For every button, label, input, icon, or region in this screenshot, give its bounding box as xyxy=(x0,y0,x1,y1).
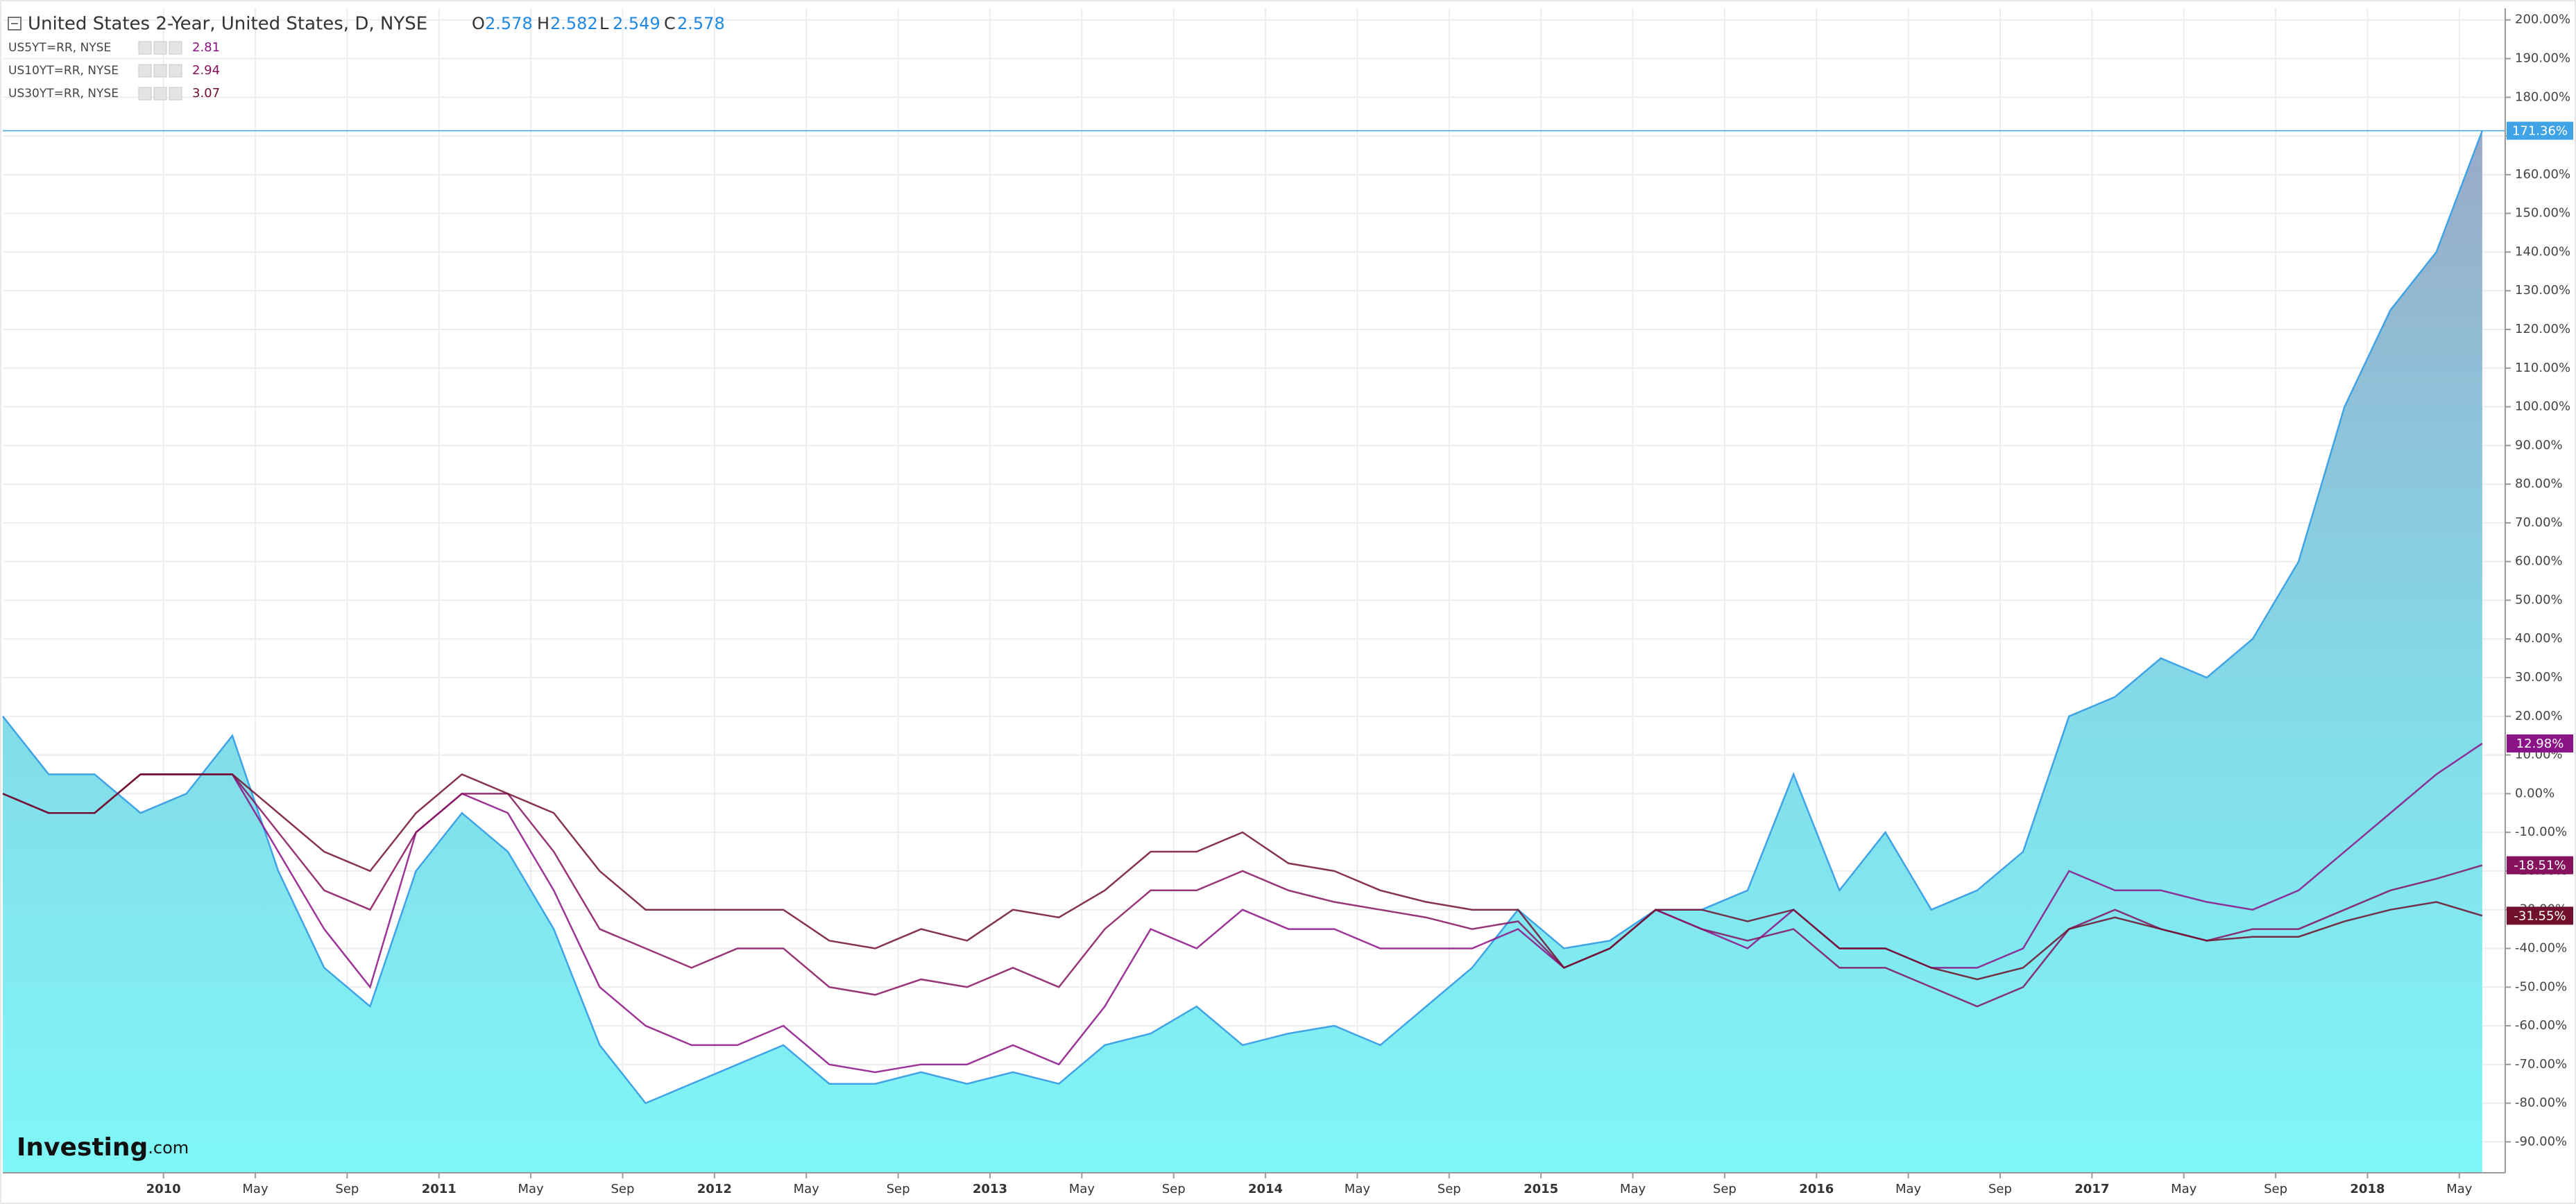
y-tick-label: 180.00% xyxy=(2515,89,2570,104)
legend-icon xyxy=(153,41,167,55)
y-tick-label: 190.00% xyxy=(2515,51,2570,66)
x-tick-label: May xyxy=(1895,1182,1922,1196)
y-tick-label: 110.00% xyxy=(2515,361,2570,375)
x-tick-label: Sep xyxy=(2264,1182,2287,1196)
y-tick-label: -60.00% xyxy=(2515,1018,2567,1033)
legend-value: 2.81 xyxy=(192,40,220,55)
y-tick-label: 160.00% xyxy=(2515,167,2570,182)
y-tick-label: 60.00% xyxy=(2515,554,2563,569)
x-tick-label: 2017 xyxy=(2074,1182,2109,1196)
ohlc-key: C xyxy=(664,14,676,33)
y-tick-label: -80.00% xyxy=(2515,1096,2567,1110)
x-tick-label: Sep xyxy=(335,1182,359,1196)
x-tick-label: Sep xyxy=(1988,1182,2012,1196)
x-tick-label: May xyxy=(2446,1182,2473,1196)
y-tick-label: 120.00% xyxy=(2515,322,2570,336)
ohlc-key: H xyxy=(537,14,549,33)
ohlc-value: 2.578 xyxy=(485,14,533,33)
y-tick-label: 50.00% xyxy=(2515,592,2563,607)
y-tick-label: 140.00% xyxy=(2515,244,2570,259)
x-tick-label: 2014 xyxy=(1248,1182,1283,1196)
legend-title: United States 2-Year, United States, D, … xyxy=(28,14,427,35)
y-tick-label: 30.00% xyxy=(2515,670,2563,685)
y-tick-label: 90.00% xyxy=(2515,438,2563,452)
x-tick-label: May xyxy=(518,1182,545,1196)
x-tick-label: Sep xyxy=(1162,1182,1186,1196)
ohlc-value: 2.578 xyxy=(677,14,725,33)
x-tick-label: 2010 xyxy=(146,1182,181,1196)
area-line xyxy=(2,130,2484,1105)
x-tick-label: 2012 xyxy=(697,1182,732,1196)
axes: -90.00% -80.00% -70.00% -60.00% -50.00% -40.0… xyxy=(3,8,2573,1196)
y-tick-label: 0.00% xyxy=(2515,786,2554,800)
x-tick-label: May xyxy=(1620,1182,1646,1196)
value-label-box xyxy=(2507,121,2573,140)
x-tick-label: 2011 xyxy=(422,1182,457,1196)
area xyxy=(3,130,2482,1173)
y-tick-label: -90.00% xyxy=(2515,1134,2567,1149)
x-tick-label: Sep xyxy=(611,1182,635,1196)
ohlc-key: O xyxy=(472,14,485,33)
legend-icon xyxy=(169,64,182,78)
watermark: Investing.com xyxy=(17,1133,189,1162)
x-tick-label: Sep xyxy=(887,1182,910,1196)
x-tick-label: May xyxy=(1345,1182,1371,1196)
ohlc-key: L xyxy=(599,14,609,33)
ohlc-value: 2.582 xyxy=(550,14,598,33)
y-tick-label: 80.00% xyxy=(2515,476,2563,491)
watermark-part: Investing xyxy=(17,1133,148,1162)
legend-icon xyxy=(138,87,152,101)
value-label-box xyxy=(2507,734,2573,752)
x-tick-label: May xyxy=(794,1182,820,1196)
y-tick-label: 100.00% xyxy=(2515,399,2570,414)
legend-icon xyxy=(138,41,152,55)
y-tick-label: -70.00% xyxy=(2515,1057,2567,1072)
value-label-box xyxy=(2507,906,2573,925)
value-label: 12.98% xyxy=(2516,737,2564,751)
legend: United States 2-Year, United States, D, … xyxy=(8,14,725,1162)
x-tick-label: 2016 xyxy=(1799,1182,1834,1196)
ohlc-value: 2.549 xyxy=(613,14,660,33)
x-tick-label: 2013 xyxy=(973,1182,1007,1196)
y-tick-label: -40.00% xyxy=(2515,940,2567,955)
y-tick-label: 70.00% xyxy=(2515,515,2563,530)
legend-icon xyxy=(169,41,182,55)
y-tick-label: 40.00% xyxy=(2515,631,2563,646)
legend-name: US10YT=RR, NYSE xyxy=(8,64,119,78)
legend-icon xyxy=(153,87,167,101)
legend-name: US5YT=RR, NYSE xyxy=(8,41,111,55)
x-tick-label: May xyxy=(2171,1182,2197,1196)
line xyxy=(2,773,2483,981)
y-tick-label: 20.00% xyxy=(2515,709,2563,723)
x-tick-label: Sep xyxy=(1438,1182,1461,1196)
value-label: 171.36% xyxy=(2512,123,2568,138)
legend-icon xyxy=(169,87,182,101)
legend-name: US30YT=RR, NYSE xyxy=(8,87,119,101)
x-tick-label: 2015 xyxy=(1524,1182,1558,1196)
value-label: -18.51% xyxy=(2514,859,2566,873)
legend-value: 3.07 xyxy=(192,86,220,101)
legend-icon xyxy=(138,64,152,78)
x-tick-label: May xyxy=(242,1182,268,1196)
x-tick-label: Sep xyxy=(1713,1182,1737,1196)
x-tick-label: May xyxy=(1069,1182,1095,1196)
y-tick-label: 130.00% xyxy=(2515,283,2570,298)
legend-icon xyxy=(153,64,167,78)
watermark-part: .com xyxy=(148,1138,189,1158)
plot xyxy=(2,130,2505,1173)
y-tick-label: 150.00% xyxy=(2515,206,2570,221)
collapse-icon xyxy=(8,17,22,31)
y-tick-label: -10.00% xyxy=(2515,825,2567,839)
y-tick-label: 200.00% xyxy=(2515,12,2570,27)
value-label: -31.55% xyxy=(2514,909,2566,923)
x-tick-label: 2018 xyxy=(2350,1182,2385,1196)
legend-value: 2.94 xyxy=(192,63,220,78)
y-tick-label: -50.00% xyxy=(2515,979,2567,994)
value-label-box xyxy=(2507,856,2573,875)
